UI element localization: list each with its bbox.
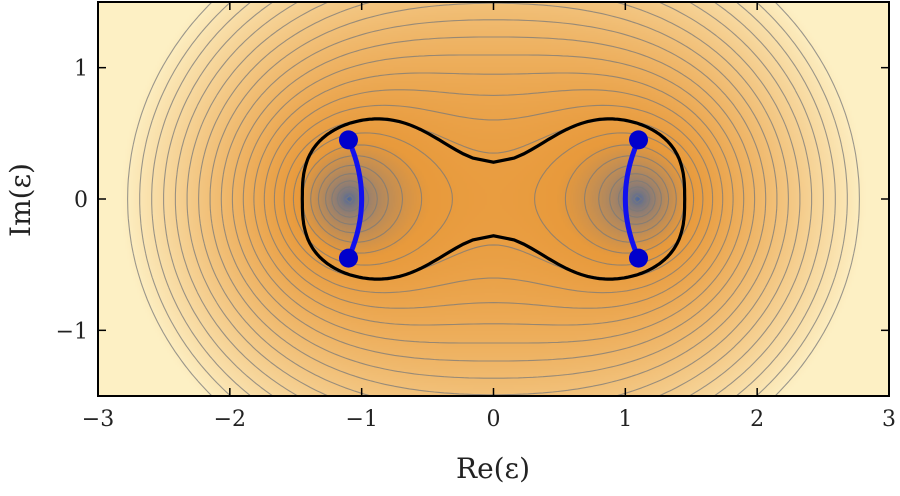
contour-line-17 <box>198 2 789 396</box>
boundary-curve <box>300 117 687 281</box>
x-tick-label: −2 <box>214 407 246 432</box>
x-axis-ticks: −3 −2 −1 0 1 2 3 <box>82 2 896 432</box>
x-tick-label: −1 <box>345 407 377 432</box>
contour-line-1 <box>341 190 646 208</box>
x-tick-label: −3 <box>82 407 114 432</box>
contour-lines <box>127 2 860 396</box>
contour-line-10 <box>273 104 714 294</box>
contour-line-18 <box>186 2 801 396</box>
branch-point-2 <box>629 130 649 150</box>
y-tick-label: 0 <box>74 188 88 213</box>
contour-line-14 <box>231 36 756 362</box>
y-tick-label: −1 <box>56 319 88 344</box>
contour-line-15 <box>220 19 767 379</box>
contour-line-11 <box>263 89 724 309</box>
contour-line-7 <box>301 144 686 254</box>
branch-points <box>338 130 649 268</box>
branch-cut-1 <box>622 137 642 261</box>
y-axis-ticks: −1 0 1 <box>56 57 889 344</box>
x-tick-label: 0 <box>487 407 501 432</box>
contour-line-0 <box>345 194 642 204</box>
x-tick-label: 1 <box>618 407 632 432</box>
branch-point-0 <box>338 130 358 150</box>
contour-line-6 <box>310 155 677 243</box>
contour-line-20 <box>163 2 824 396</box>
contour-line-23 <box>127 2 860 396</box>
density-heatmap <box>98 2 889 396</box>
contour-line-22 <box>139 2 848 396</box>
branch-point-3 <box>629 248 649 268</box>
branch-point-1 <box>338 248 358 268</box>
contour-line-13 <box>242 54 745 344</box>
x-tick-label: 3 <box>882 407 896 432</box>
x-tick-label: 2 <box>750 407 764 432</box>
contour-line-12 <box>253 72 734 326</box>
plot-area <box>98 2 889 396</box>
x-axis-label: Re(ε) <box>456 452 530 485</box>
y-axis-label: Im(ε) <box>4 163 37 237</box>
contour-line-16 <box>209 2 778 396</box>
branch-cut-0 <box>345 137 365 261</box>
contour-line-19 <box>174 2 813 396</box>
contour-line-4 <box>325 173 662 225</box>
branch-cuts <box>345 137 642 261</box>
y-tick-label: 1 <box>74 57 88 82</box>
contour-line-21 <box>151 2 836 396</box>
